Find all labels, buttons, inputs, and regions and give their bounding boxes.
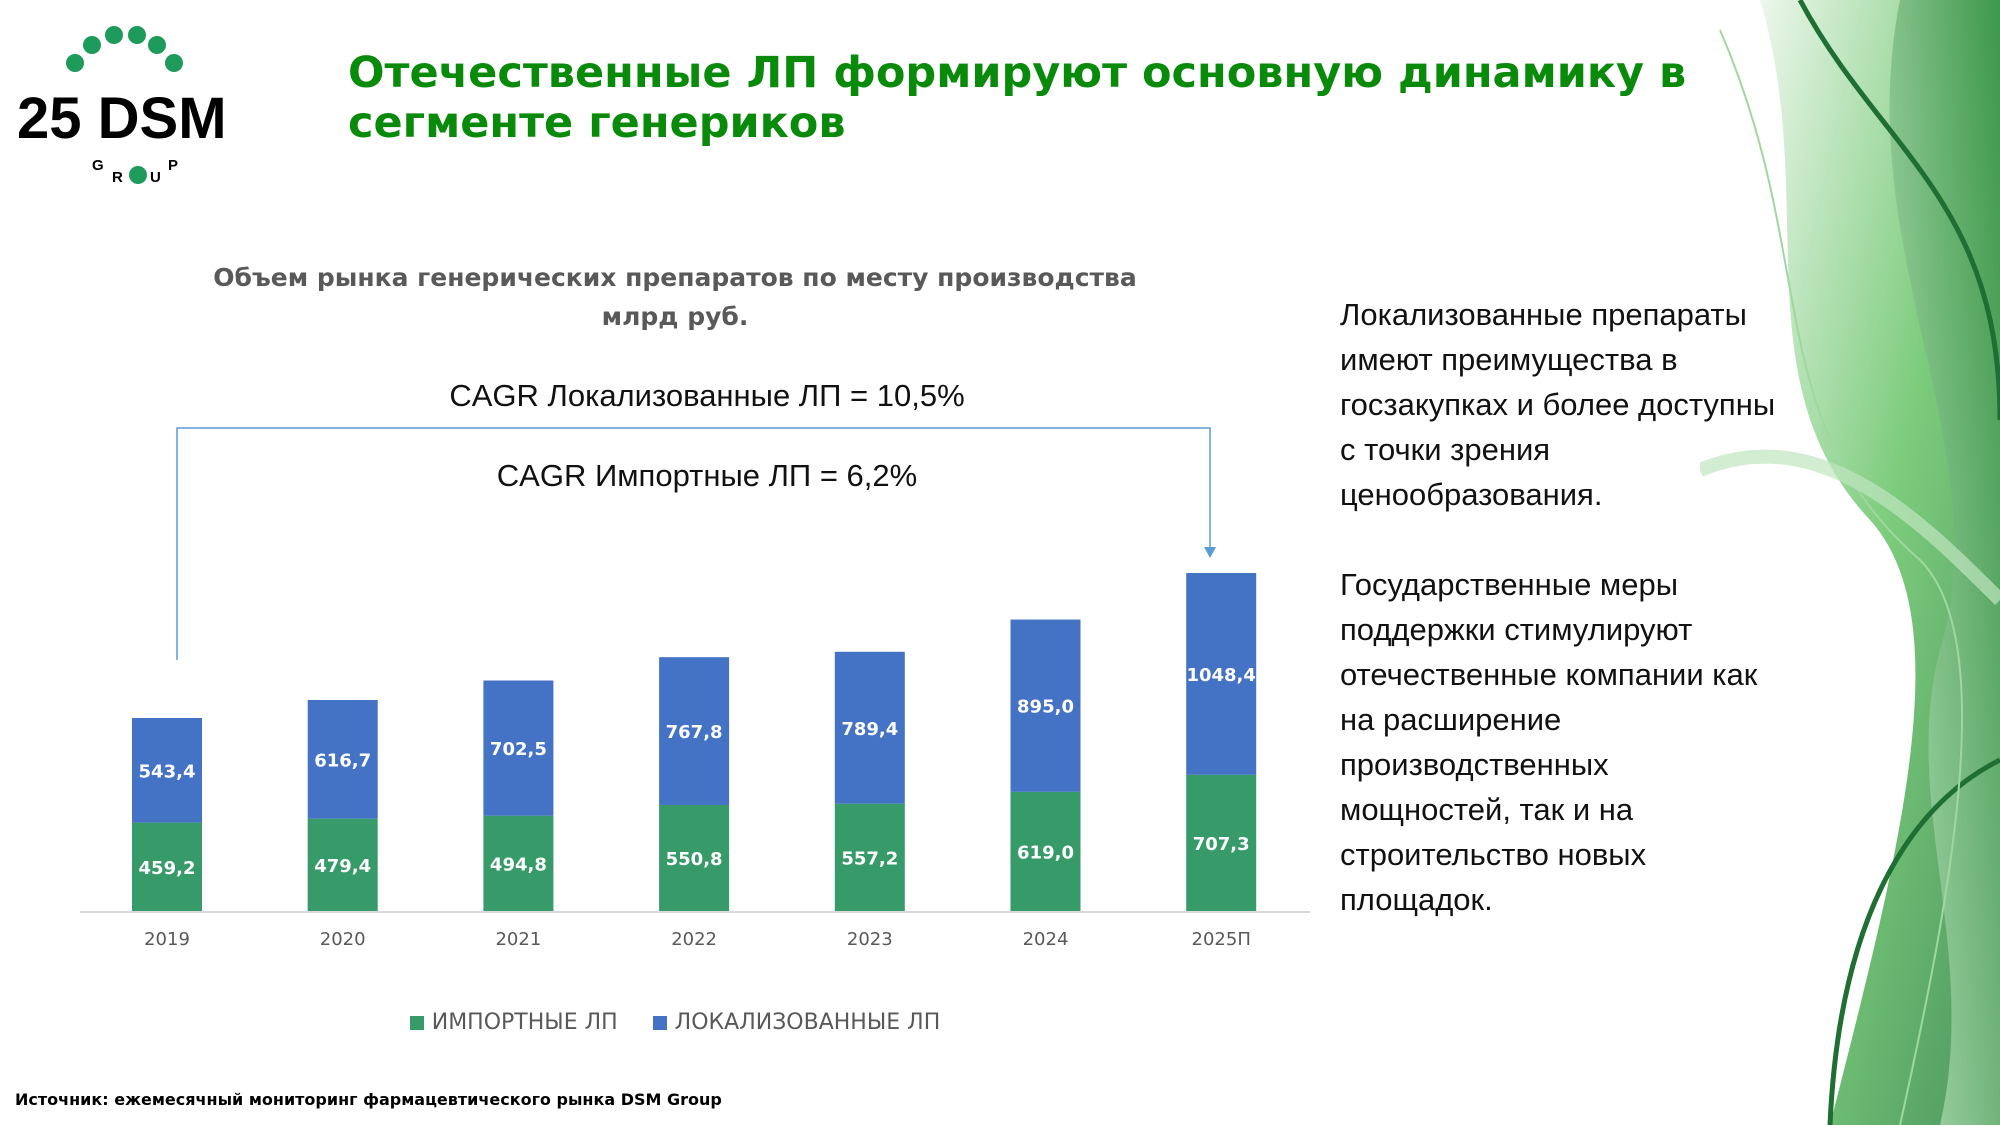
data-label: 459,2 [139,858,196,879]
data-label: 789,4 [841,719,898,740]
data-label: 767,8 [666,722,723,743]
x-tick-label: 2022 [671,929,717,950]
data-label: 619,0 [1017,842,1074,863]
x-tick-label: 2020 [320,929,366,950]
bar-segment-imported [132,822,202,911]
chart-subtitle: млрд руб. [601,302,749,331]
text-line: Локализованные препараты [1340,297,1747,332]
svg-text:25 DSM: 25 DSM [17,86,227,151]
svg-text:G: G [92,157,104,174]
legend-swatch [409,1015,424,1030]
side-commentary: Локализованные препараты имеют преимущес… [1340,292,1860,967]
cagr-arrow-head [1204,547,1216,558]
legend-item-imported: ИМПОРТНЫЕ ЛП [409,1010,618,1035]
text-line: с точки зрения [1340,432,1551,467]
data-label: 543,4 [139,761,196,782]
legend-item-localized: ЛОКАЛИЗОВАННЫЕ ЛП [652,1010,941,1035]
svg-text:R: R [112,169,123,186]
data-label: 707,3 [1193,834,1250,855]
data-label: 1048,4 [1186,665,1255,686]
data-label: 702,5 [490,739,547,760]
text-line: госзакупках и более доступны [1340,387,1776,422]
bar-segment-localized [1186,573,1257,775]
x-tick-label: 2021 [495,929,541,950]
bar-segment-imported [307,818,378,911]
stacked-bar-chart: 459,2 543,4 2019 479,4 616,7 2020 494,8 702,5 20… [80,427,1310,950]
bar-segment-imported [834,803,905,911]
paragraph-state-support: Государственные меры поддержки стимулиру… [1340,562,1860,922]
bar-segment-imported [1010,791,1081,911]
data-label: 895,0 [1017,697,1074,718]
bar-segment-localized [483,680,554,816]
bar-segment-imported [1186,774,1257,911]
svg-text:P: P [168,157,178,174]
legend-swatch [652,1015,667,1030]
x-tick-label: 2023 [847,929,893,950]
bar-segment-imported [483,815,554,911]
chart-title: Объем рынка генерических препаратов по м… [213,263,1137,292]
data-label: 479,4 [314,856,371,877]
text-line: Государственные меры [1340,567,1679,602]
data-label: 550,8 [666,849,723,870]
bar-segment-localized [1010,619,1081,792]
data-label: 616,7 [314,750,371,771]
text-line: площадок. [1340,882,1493,917]
x-tick-label: 2019 [144,929,190,950]
text-line: строительство новых [1340,837,1647,872]
page-title: Отечественные ЛП формируют основную дина… [348,48,1687,148]
dsm-group-logo: 25 DSM G R U P [17,26,227,186]
bar-segment-localized [834,651,905,804]
x-tick-label: 2024 [1023,929,1069,950]
bar-segment-localized [307,700,378,819]
legend-label: ЛОКАЛИЗОВАННЫЕ ЛП [674,1010,941,1035]
bar-segment-localized [132,717,202,823]
bar-segment-localized [659,657,730,805]
cagr-bracket-line [176,427,1211,660]
text-line: имеют преимущества в [1340,342,1678,377]
text-line: ценообразования. [1340,477,1603,512]
text-line: мощностей, так и на [1340,792,1634,827]
x-tick-label: 2025П [1192,929,1251,950]
svg-text:U: U [150,169,161,186]
source-note: Источник: ежемесячный мониторинг фармаце… [15,1090,722,1109]
bar-segment-imported [659,804,730,911]
text-line: на расширение [1340,702,1562,737]
cagr-imported: CAGR Импортные ЛП = 6,2% [496,458,918,493]
data-label: 557,2 [841,848,898,869]
legend-label: ИМПОРТНЫЕ ЛП [431,1010,618,1035]
data-label: 494,8 [490,854,547,875]
text-line: поддержки стимулируют [1340,612,1693,647]
text-line: производственных [1340,747,1609,782]
paragraph-localized-advantages: Локализованные препараты имеют преимущес… [1340,292,1860,517]
cagr-localized: CAGR Локализованные ЛП = 10,5% [449,378,965,413]
decorative-green-waves [1700,0,2000,1125]
chart-legend: ИМПОРТНЫЕ ЛП ЛОКАЛИЗОВАННЫЕ ЛП [0,1010,1350,1036]
text-line: отечественные компании как [1340,657,1758,692]
